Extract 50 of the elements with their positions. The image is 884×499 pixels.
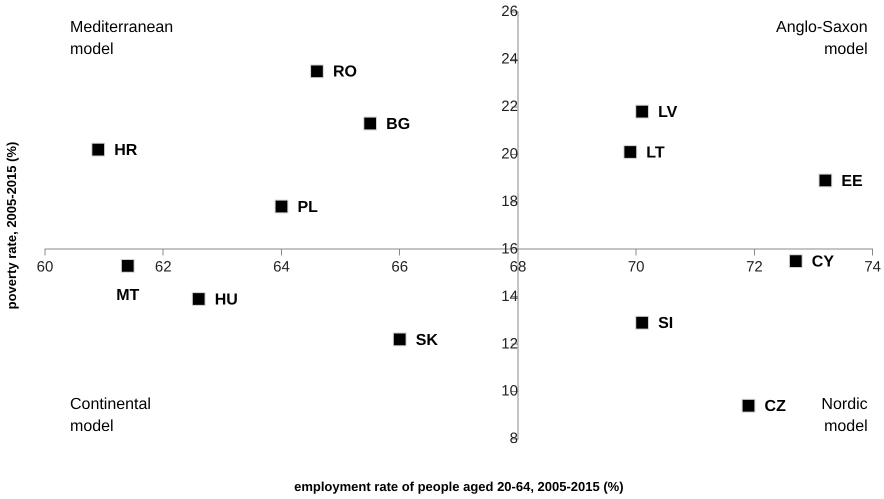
y-tick-label: 14 <box>501 288 518 305</box>
point <box>635 104 649 118</box>
x-tick-label: 62 <box>154 258 172 276</box>
y-axis-title: poverty rate, 2005-2015 (%) <box>4 142 19 310</box>
x-axis-title: employment rate of people aged 20-64, 2005-2015 (%) <box>294 479 624 494</box>
point <box>310 64 324 78</box>
y-tick-label: 26 <box>501 3 518 20</box>
x-tick-label: 72 <box>746 258 763 276</box>
y-tick-label: 22 <box>501 98 518 116</box>
annotation: LT <box>646 144 665 162</box>
annotation: PL <box>297 198 318 216</box>
point <box>635 316 649 330</box>
point <box>392 332 407 346</box>
annotation: EE <box>841 172 864 190</box>
point <box>742 398 756 413</box>
annotation: Anglo-Saxon model <box>776 19 868 58</box>
y-tick-label: 16 <box>501 240 518 258</box>
annotation: HR <box>114 142 138 159</box>
point <box>818 174 832 188</box>
point <box>274 200 288 214</box>
annotation: SI <box>658 315 674 332</box>
y-tick-label: 18 <box>501 192 518 210</box>
x-tick-label: 74 <box>864 258 881 276</box>
annotation: SK <box>416 332 438 349</box>
point <box>363 116 378 130</box>
point <box>788 254 803 268</box>
annotation: RO <box>332 64 357 81</box>
point <box>192 292 206 306</box>
annotation: Nordic model <box>821 396 868 435</box>
annotation: HU <box>214 291 238 308</box>
y-tick-label: 24 <box>501 50 518 68</box>
y-tick-label: 12 <box>501 335 518 352</box>
point <box>623 145 638 159</box>
annotation: CY <box>812 253 834 270</box>
x-tick-label: 68 <box>510 258 526 276</box>
x-tick-label: 70 <box>628 258 645 276</box>
point <box>91 142 106 156</box>
y-tick-label: 10 <box>501 382 518 400</box>
x-tick-label: 66 <box>391 258 408 276</box>
annotation: CZ <box>764 398 786 416</box>
annotation: MT <box>116 287 140 304</box>
annotation: Continental model <box>70 396 151 435</box>
annotation: BG <box>386 116 410 133</box>
point <box>120 258 135 273</box>
annotation: LV <box>658 104 678 122</box>
y-tick-label: 8 <box>510 430 518 448</box>
x-tick-label: 64 <box>273 258 290 276</box>
y-tick-label: 20 <box>501 145 518 162</box>
x-tick-label: 60 <box>36 258 54 276</box>
annotation: Mediterranean model <box>70 19 174 58</box>
